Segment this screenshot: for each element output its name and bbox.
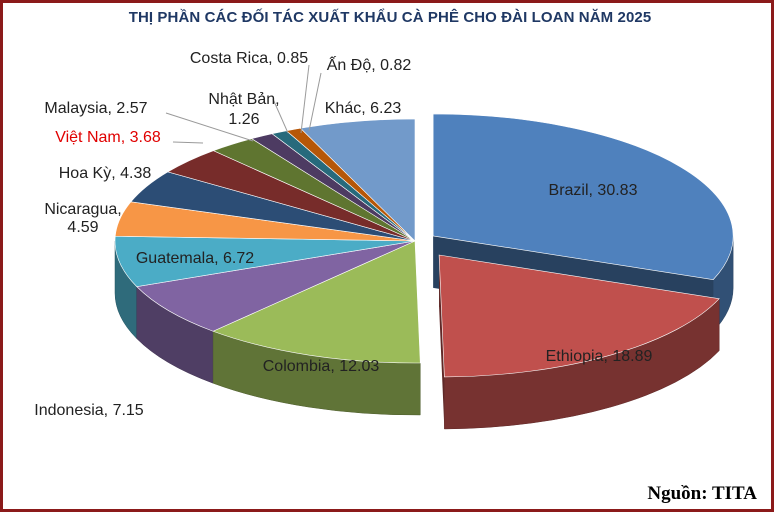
data-label-indonesia: Indonesia, 7.15 <box>34 402 144 419</box>
data-label-nhat-ban: Nhật Bản, 1.26 <box>208 91 279 128</box>
data-label-brazil: Brazil, 30.83 <box>549 182 638 199</box>
data-label-guatemala: Guatemala, 6.72 <box>136 250 254 267</box>
data-label-colombia: Colombia, 12.03 <box>263 358 380 375</box>
leader-line-an-do <box>308 72 322 132</box>
data-label-hoa-ky: Hoa Kỳ, 4.38 <box>59 165 152 182</box>
data-label-nicaragua: Nicaragua, 4.59 <box>44 201 121 236</box>
slice-brazil <box>432 113 734 280</box>
data-label-viet-nam: Việt Nam, 3.68 <box>55 129 161 146</box>
slice-indonesia <box>136 240 416 332</box>
leader-line-nhat-ban <box>272 98 289 134</box>
slice-guatemala <box>114 235 416 287</box>
pie-top-layer <box>114 113 734 378</box>
leader-line-costa-rica <box>300 64 310 134</box>
slice-colombia <box>212 240 421 364</box>
leader-line-viet-nam <box>172 141 204 144</box>
leader-line-malaysia <box>165 112 254 142</box>
source-note: Nguồn: TITA <box>647 483 757 504</box>
slice-khac <box>299 118 416 242</box>
data-label-khac: Khác, 6.23 <box>325 100 402 117</box>
data-label-costa-rica: Costa Rica, 0.85 <box>190 50 308 67</box>
pie-chart: Brazil, 30.83 Ethiopia, 18.89 Colombia, 12… <box>34 50 734 430</box>
data-label-an-do: Ấn Độ, 0.82 <box>327 55 412 74</box>
data-label-malaysia: Malaysia, 2.57 <box>44 100 147 117</box>
data-label-ethiopia: Ethiopia, 18.89 <box>546 348 653 365</box>
chart-title: THỊ PHẦN CÁC ĐỐI TÁC XUẤT KHẨU CÀ PHÊ CH… <box>128 9 652 26</box>
slice-ethiopia <box>438 254 720 378</box>
